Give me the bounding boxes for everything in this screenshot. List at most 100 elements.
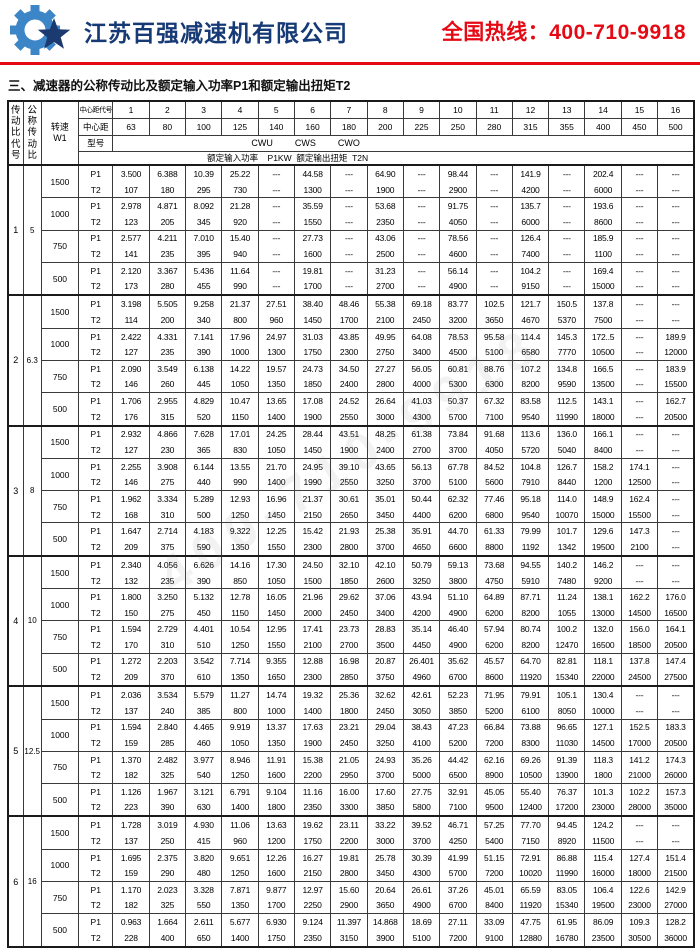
value-cell: 136.0 [548, 424, 586, 443]
value-cell: 6600 [439, 538, 477, 557]
value-cell: 100.2 [548, 620, 586, 638]
value-cell: 11.64 [221, 261, 259, 279]
value-cell: 87.71 [511, 588, 550, 605]
value-cell: --- [620, 376, 659, 394]
data-row-t2: T2 182 325 540 1250 1600 2200 2950 3700 5000 6500 8… [8, 767, 695, 784]
value-cell: 415 [185, 833, 223, 850]
value-cell: 67.78 [439, 458, 477, 475]
center-distance-cell: 100 [185, 117, 223, 136]
value-cell: --- [620, 572, 659, 590]
value-cell: 3750 [366, 669, 404, 687]
value-cell: 2350 [293, 929, 332, 948]
center-distance-cell: 450 [620, 117, 659, 136]
value-cell: --- [620, 181, 659, 199]
value-cell: 1500 [293, 572, 332, 590]
value-cell: 3000 [366, 833, 404, 850]
data-row-t2: T2 209 370 610 1350 1650 2300 2850 3750 4960 6700 8… [8, 669, 695, 687]
row-type-label: T2 [78, 408, 114, 427]
data-row-t2: T2 123 205 345 920 --- 1550 --- 2350 --- 4050 --- 60… [8, 214, 695, 231]
value-cell: 3250 [366, 735, 404, 752]
value-cell: --- [620, 815, 659, 834]
value-cell: 4500 [439, 344, 477, 361]
value-cell: 3300 [330, 799, 368, 817]
value-cell: 990 [221, 278, 259, 296]
value-cell: 137 [112, 833, 150, 850]
value-cell: 21.93 [330, 522, 368, 539]
value-cell: --- [257, 261, 295, 279]
value-cell: 3850 [366, 799, 404, 817]
nominal-ratio-header: 公称传动比 [22, 100, 42, 166]
data-row-p1: 1000 P1 1.695 2.375 3.820 9.651 12.26 16.27 19.8… [8, 848, 695, 882]
value-cell: 21.96 [293, 588, 332, 605]
value-cell: 19.81 [330, 848, 368, 866]
table-body: 1 5 1500 P1 3.500 6.388 10.39 25.22 --- 44.58 --- 6… [7, 163, 695, 948]
value-cell: --- [402, 278, 441, 296]
value-cell: 9.258 [185, 294, 223, 313]
value-cell: 32.10 [330, 554, 368, 573]
value-cell: 182 [112, 897, 150, 915]
value-cell: 365 [185, 442, 223, 460]
value-cell: 4670 [511, 312, 550, 329]
data-row-t2: T2 159 290 480 1250 1600 2150 2800 3450 4300 5700 7… [8, 865, 695, 883]
value-cell: 3650 [366, 897, 404, 915]
value-cell: 2.255 [112, 458, 150, 475]
value-cell: 28.44 [293, 424, 332, 443]
value-cell: 4400 [402, 506, 441, 524]
value-cell: 146.2 [584, 554, 622, 573]
speed-cell: 1000 [40, 327, 80, 361]
value-cell: 445 [185, 376, 223, 394]
value-cell: 1342 [548, 538, 586, 557]
value-cell: 148.9 [584, 490, 622, 507]
value-cell: 42.10 [366, 554, 404, 573]
value-cell: --- [475, 214, 513, 231]
value-cell: 3400 [366, 604, 404, 622]
value-cell: 56.14 [439, 261, 477, 279]
value-cell: 73.88 [511, 718, 550, 736]
value-cell: 45.01 [475, 881, 513, 898]
value-cell: 9.651 [221, 848, 259, 866]
value-cell: 7910 [511, 474, 550, 492]
value-cell: 1700 [293, 278, 332, 296]
center-code-cell: 16 [657, 100, 695, 119]
value-cell: --- [330, 197, 368, 215]
value-cell: 83.05 [548, 881, 586, 898]
value-cell: 20500 [657, 735, 695, 752]
value-cell: 156.0 [620, 620, 659, 638]
gear-star-logo-icon [10, 5, 71, 55]
value-cell: 48.46 [330, 294, 368, 313]
speed-cell: 1000 [40, 718, 80, 752]
value-cell: 73.84 [439, 424, 477, 443]
value-cell: 98.44 [439, 164, 477, 182]
value-cell: --- [330, 181, 368, 199]
value-cell: 12.78 [221, 588, 259, 605]
value-cell: 8400 [475, 897, 513, 915]
value-cell: 146 [112, 376, 150, 394]
value-cell: 2.482 [148, 750, 187, 768]
row-type-label: T2 [78, 344, 114, 361]
value-cell: 1250 [221, 865, 259, 883]
speed-header-cn: 转速 [50, 122, 69, 133]
speed-cell: 500 [40, 261, 80, 296]
value-cell: 21500 [657, 865, 695, 883]
speed-cell: 500 [40, 782, 80, 817]
value-cell: 9540 [511, 408, 550, 427]
value-cell: 25.22 [221, 164, 259, 182]
center-code-cell: 11 [475, 100, 513, 119]
value-cell: 9200 [584, 572, 622, 590]
value-cell: 209 [112, 538, 150, 557]
value-cell: 8.946 [221, 750, 259, 768]
value-cell: 13500 [584, 376, 622, 394]
value-cell: 2.340 [112, 554, 150, 573]
value-cell: 71.95 [475, 685, 513, 703]
value-cell: --- [257, 181, 295, 199]
value-cell: 3250 [366, 474, 404, 492]
value-cell: 166.5 [584, 359, 622, 377]
value-cell: 21.28 [221, 197, 259, 215]
value-cell: 193.6 [584, 197, 622, 215]
center-distance-cell: 280 [475, 117, 513, 136]
value-cell: 37.06 [366, 588, 404, 605]
value-cell: 35.01 [366, 490, 404, 507]
value-cell: --- [475, 278, 513, 296]
value-cell: 24.25 [257, 424, 295, 443]
model-label: 型号 [78, 134, 114, 152]
